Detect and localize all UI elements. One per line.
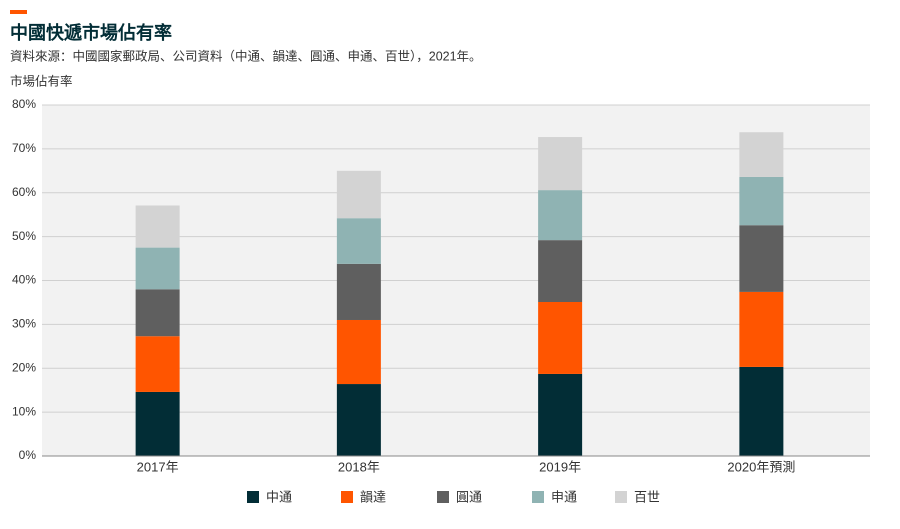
bar-segment [336,384,381,456]
legend-label: 申通 [551,489,577,504]
bar-segment [739,291,784,367]
bar-segment [739,132,784,177]
bar-segment [538,137,583,191]
x-tick-label: 2017年 [137,459,179,474]
y-tick-label: 80% [12,97,36,111]
chart-subtitle: 資料來源：中國國家郵政局、公司資料（中通、韻達、圓通、申通、百世），2021年。 [10,48,482,63]
x-tick-label: 2020年預測 [727,459,795,474]
bar-segment [538,373,583,456]
bar-segment [135,205,180,248]
bar-segment [135,289,180,337]
bar-segment [135,391,180,456]
legend-swatch [532,491,544,503]
bar-segment [739,176,784,226]
bar-segment [739,225,784,292]
bar-segment [336,319,381,385]
y-tick-label: 70% [12,141,36,155]
legend-label: 中通 [266,489,292,504]
x-tick-label: 2019年 [539,459,581,474]
bar-segment [538,190,583,241]
legend-label: 韻達 [360,489,386,504]
legend-swatch [437,491,449,503]
bar-segment [739,366,784,456]
accent-mark [10,10,27,14]
bar-segment [336,263,381,320]
chart-title: 中國快遞市場佔有率 [10,22,172,43]
y-axis-label: 市場佔有率 [10,73,73,88]
legend-swatch [615,491,627,503]
y-tick-label: 50% [12,229,36,243]
bar-segment [336,218,381,264]
y-tick-label: 30% [12,317,36,331]
y-tick-label: 0% [19,448,37,462]
y-tick-label: 60% [12,185,36,199]
legend-label: 圓通 [456,489,482,504]
bar-segment [135,336,180,392]
bar-segment [336,170,381,219]
bar-segment [538,240,583,302]
y-tick-label: 10% [12,404,36,418]
legend-label: 百世 [634,489,660,504]
bar-segment [538,301,583,374]
y-tick-label: 20% [12,360,36,374]
legend-swatch [341,491,353,503]
bar-segment [135,247,180,290]
x-tick-label: 2018年 [338,459,380,474]
legend-swatch [247,491,259,503]
y-tick-label: 40% [12,273,36,287]
